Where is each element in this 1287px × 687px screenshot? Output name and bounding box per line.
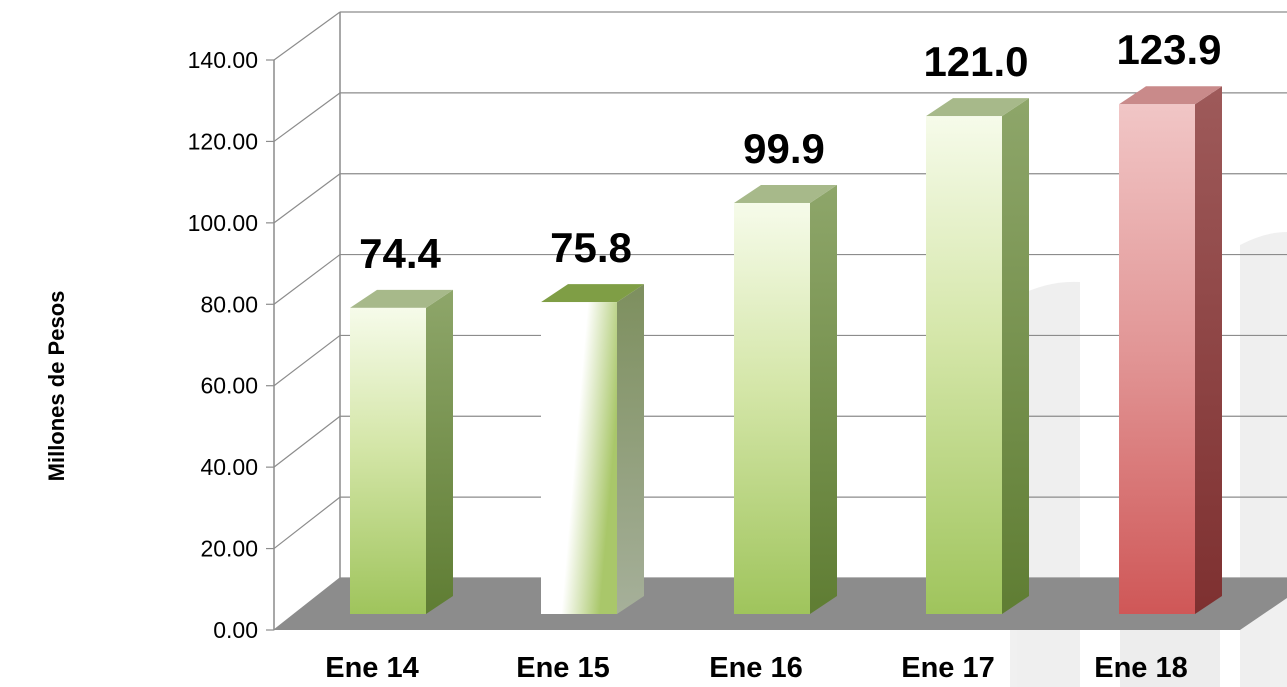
bar-side-face bbox=[426, 289, 453, 614]
bar-ene-15 bbox=[541, 284, 644, 614]
x-axis-category-labels: Ene 14 Ene 15 Ene 16 Ene 17 Ene 18 bbox=[325, 652, 1188, 684]
category-label: Ene 18 bbox=[1094, 652, 1188, 684]
y-tick-label: 120.00 bbox=[188, 128, 258, 154]
category-label: Ene 16 bbox=[709, 652, 803, 684]
y-tick-label: 20.00 bbox=[200, 536, 258, 562]
plot-walls bbox=[273, 12, 341, 630]
y-tick-label: 100.00 bbox=[188, 210, 258, 236]
bar-top-face bbox=[350, 289, 453, 308]
category-label: Ene 17 bbox=[901, 652, 995, 684]
y-tick-label: 0.00 bbox=[213, 617, 258, 643]
gridline-diagonal bbox=[273, 254, 341, 305]
bar-front-face bbox=[1119, 104, 1195, 615]
gridline-diagonal bbox=[273, 415, 341, 468]
bar-side-face bbox=[1002, 98, 1029, 614]
value-labels: 74.4 75.8 99.9 121.0 123.9 bbox=[359, 26, 1221, 277]
bar-side-face bbox=[810, 184, 837, 615]
bar-ene-18 bbox=[1119, 86, 1222, 615]
gridline-diagonal bbox=[273, 11, 341, 61]
bar-top-face bbox=[541, 284, 644, 303]
y-axis-title: Millones de Pesos bbox=[44, 291, 69, 482]
y-tick-label: 60.00 bbox=[200, 373, 258, 399]
value-label: 74.4 bbox=[359, 230, 441, 277]
bar-ene-14 bbox=[350, 289, 453, 614]
bar-top-face bbox=[926, 98, 1029, 117]
category-label: Ene 14 bbox=[325, 652, 419, 684]
bars bbox=[350, 86, 1222, 615]
bar-side-face bbox=[617, 284, 644, 614]
bar-front-face bbox=[926, 116, 1002, 615]
bar-front-face bbox=[734, 202, 810, 615]
bar-top-face bbox=[734, 184, 837, 203]
gridline-diagonal bbox=[273, 496, 341, 550]
bar-side-face bbox=[1195, 86, 1222, 615]
y-axis-tick-labels: 0.00 20.00 40.00 60.00 80.00 100.00 120.00 140.… bbox=[188, 47, 258, 643]
gridline-diagonal bbox=[273, 92, 341, 142]
y-tick-label: 80.00 bbox=[200, 291, 258, 317]
bar-ene-16 bbox=[734, 184, 837, 615]
bar-top-face bbox=[1119, 86, 1222, 105]
bar-front-face bbox=[350, 307, 426, 614]
value-label: 123.9 bbox=[1116, 26, 1221, 73]
value-label: 75.8 bbox=[550, 224, 632, 271]
category-label: Ene 15 bbox=[516, 652, 610, 684]
value-label: 121.0 bbox=[923, 38, 1028, 85]
gridline-diagonal bbox=[273, 334, 341, 387]
bar-front-face bbox=[541, 302, 617, 614]
y-tick-label: 140.00 bbox=[188, 47, 258, 73]
value-label: 99.9 bbox=[743, 125, 825, 172]
y-tick-label: 40.00 bbox=[200, 454, 258, 480]
bar-ene-17 bbox=[926, 98, 1029, 615]
gridline-diagonal bbox=[273, 173, 341, 224]
